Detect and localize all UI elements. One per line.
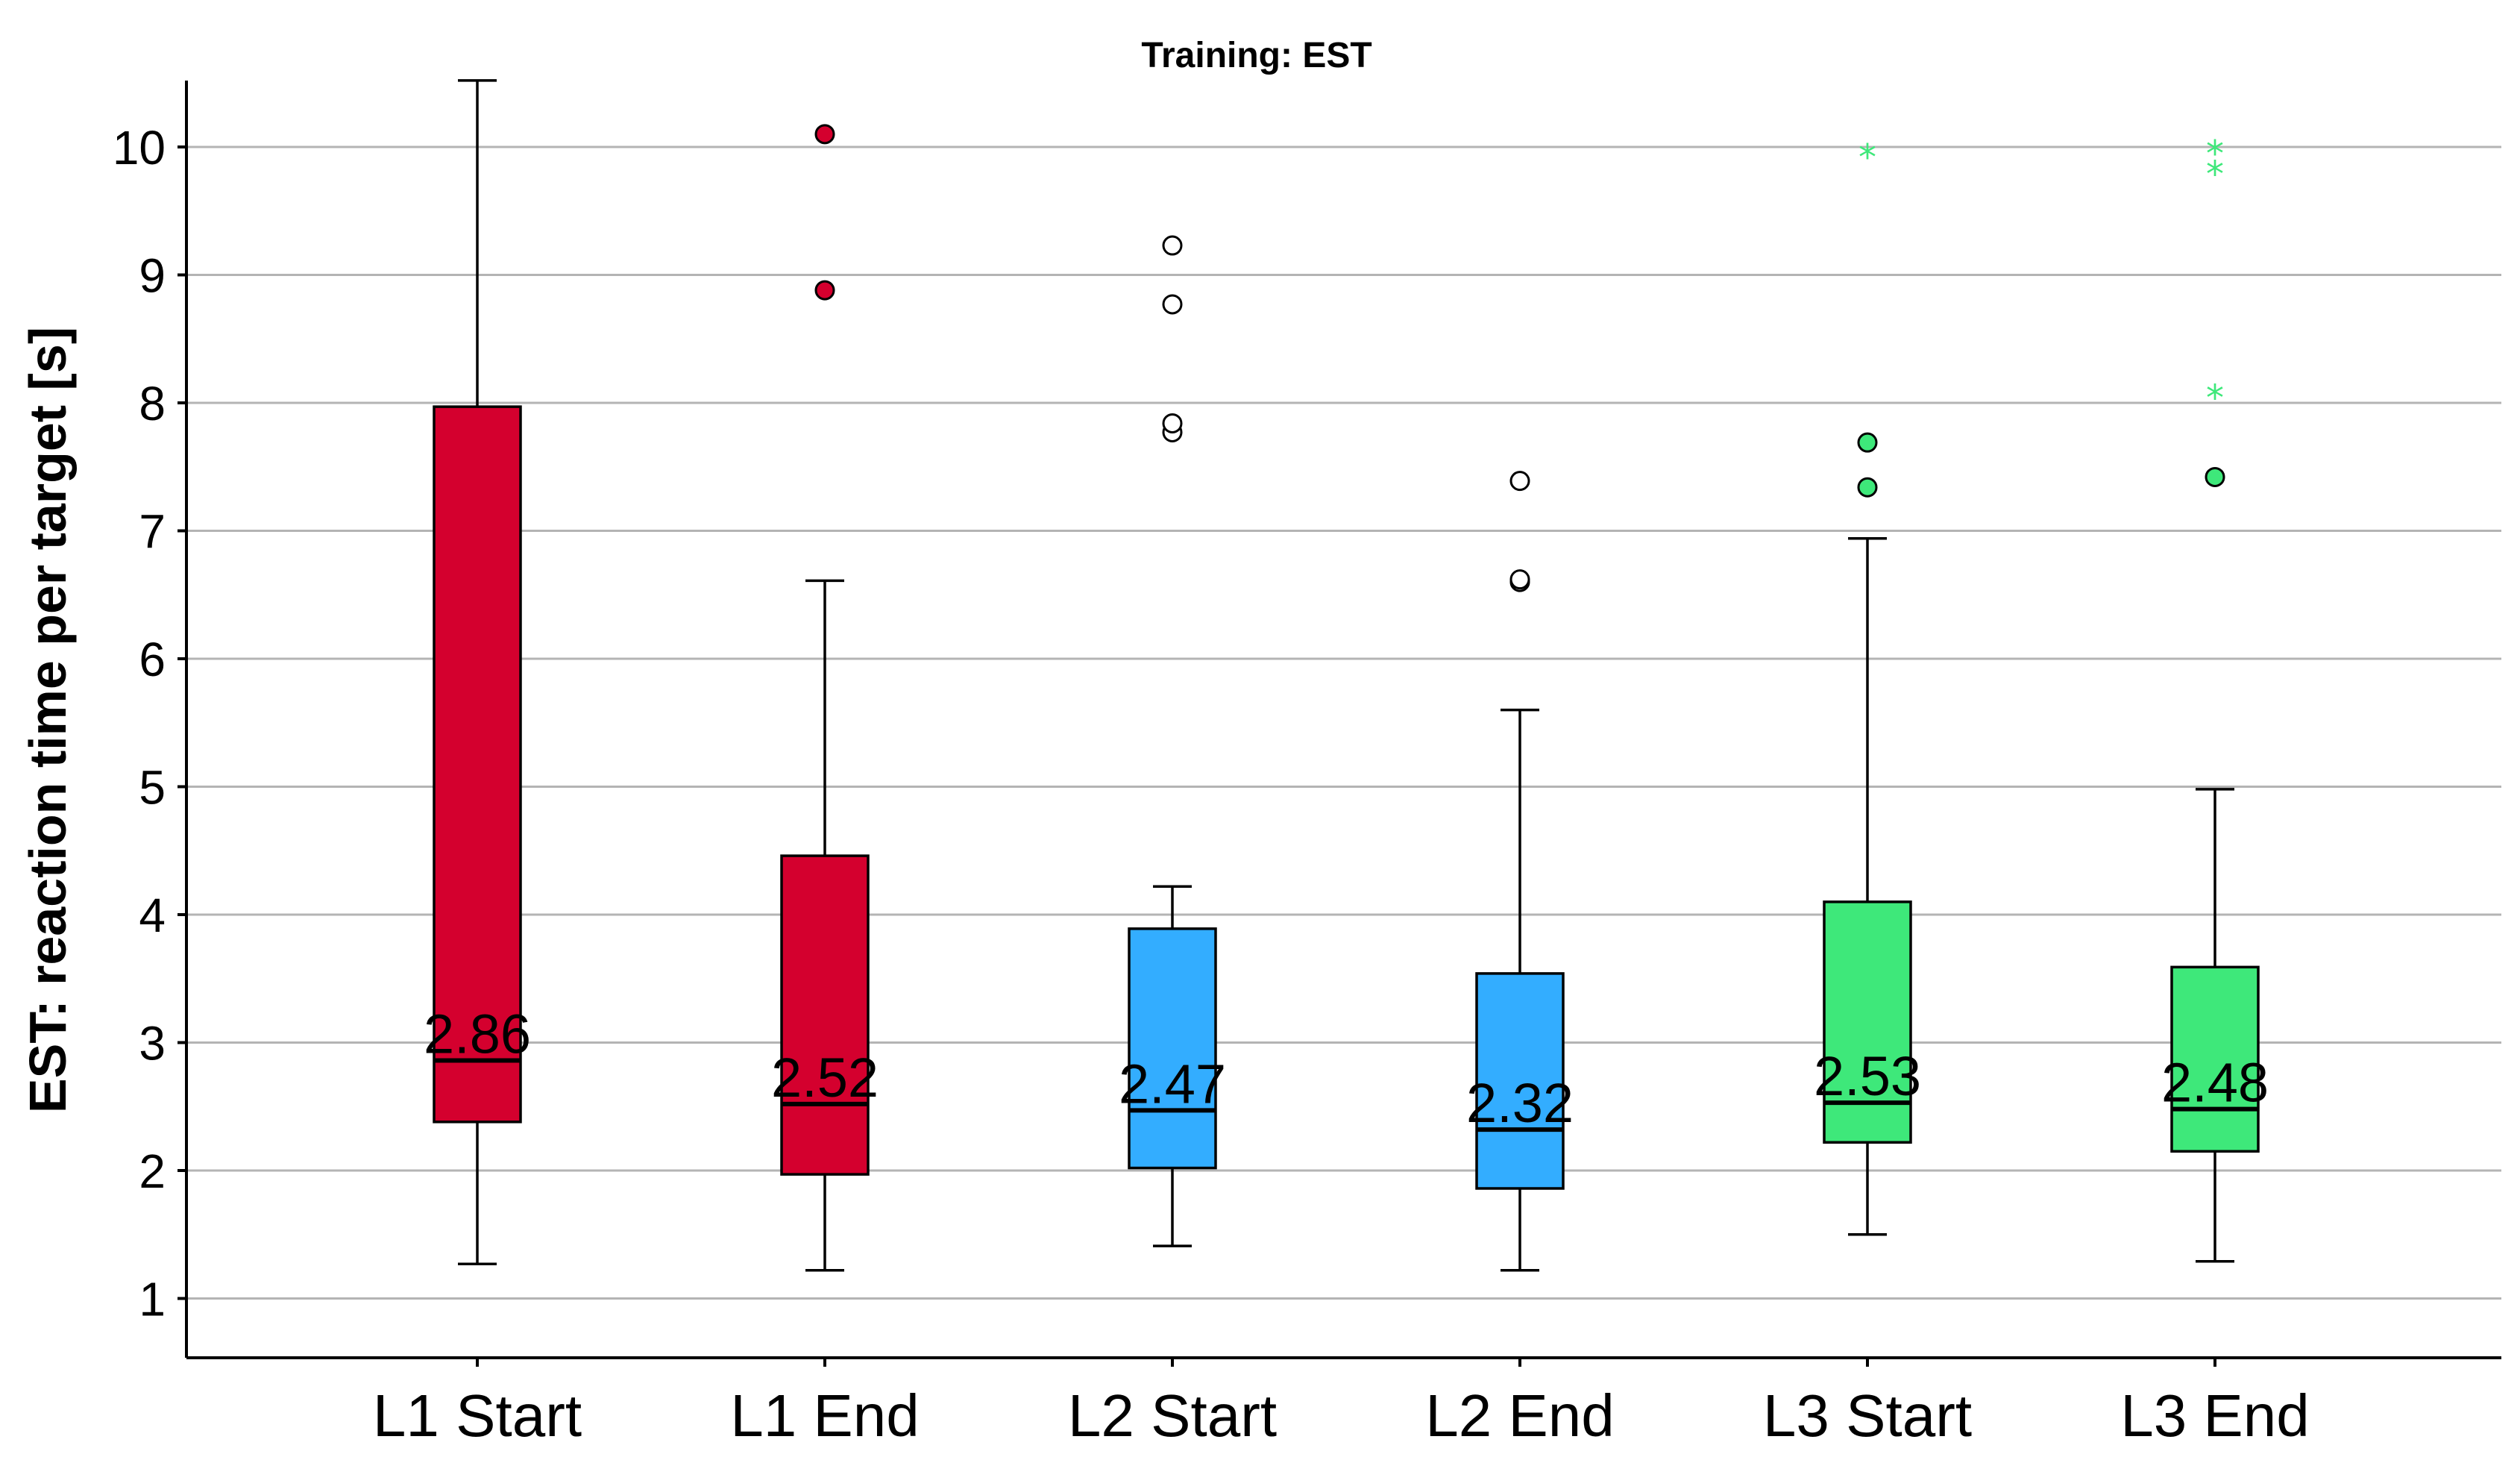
iqr-box [1475, 972, 1565, 1190]
y-tick-label-10: 10 [113, 121, 166, 175]
median-value-label: 2.32 [1466, 1072, 1574, 1134]
median-value-label: 2.47 [1119, 1053, 1226, 1115]
chart-title: Training: EST [1141, 36, 1371, 75]
x-tick-label-2: L1 End [730, 1382, 920, 1449]
outlier-point [2205, 466, 2225, 487]
outlier-point [814, 280, 835, 301]
y-tick-label-2: 2 [139, 1144, 166, 1198]
gridlines [186, 145, 2501, 1300]
iqr-box [1128, 927, 1217, 1170]
outlier-point [814, 124, 835, 145]
iqr-box [433, 405, 522, 1124]
y-tick-label-8: 8 [139, 377, 166, 430]
y-tick-label-1: 1 [139, 1273, 166, 1326]
outlier-point [1857, 477, 1878, 498]
x-tick-label-4: L2 End [1425, 1382, 1615, 1449]
extreme-point: * [2206, 377, 2224, 419]
box-group-4: 2.32 [1466, 471, 1574, 1272]
y-tick-labels: 1 2 3 4 5 6 7 8 9 10 [113, 121, 186, 1326]
y-tick-label-7: 7 [139, 505, 166, 559]
outlier-point [1162, 235, 1183, 256]
boxes: 2.862.52 2.47 2.32 2.53*2.48*** [424, 79, 2269, 1272]
y-tick-label-5: 5 [139, 761, 166, 815]
y-tick-label-6: 6 [139, 633, 166, 686]
box-group-2: 2.52 [771, 124, 879, 1272]
axes [185, 81, 2501, 1359]
median-value-label: 2.53 [1814, 1045, 1921, 1107]
extreme-point: * [1858, 137, 1876, 179]
median-value-label: 2.86 [424, 1003, 531, 1065]
y-tick-label-3: 3 [139, 1017, 166, 1071]
box-group-6: 2.48*** [2161, 133, 2269, 1263]
iqr-box [780, 854, 870, 1176]
box-group-5: 2.53 * [1814, 137, 1921, 1236]
outlier-point [1509, 471, 1530, 492]
outlier-point [1162, 413, 1183, 433]
outlier-point [1857, 432, 1878, 453]
x-tick-label-5: L3 Start [1763, 1382, 1972, 1449]
x-tick-label-1: L1 Start [373, 1382, 582, 1449]
x-tick-label-6: L3 End [2120, 1382, 2310, 1449]
y-tick-label-9: 9 [139, 249, 166, 303]
extreme-point: * [2206, 133, 2224, 175]
x-tick-labels: L1 Start L1 End L2 Start L2 End L3 Start L3 E… [373, 1358, 2310, 1449]
iqr-box [2170, 965, 2260, 1153]
y-tick-label-4: 4 [139, 889, 166, 942]
box-group-1: 2.86 [424, 79, 531, 1265]
x-tick-label-3: L2 Start [1068, 1382, 1277, 1449]
outlier-point [1509, 569, 1530, 590]
outlier-point [1162, 294, 1183, 315]
y-axis-label: EST: reaction time per target [s] [19, 327, 77, 1113]
box-group-3: 2.47 [1119, 235, 1226, 1247]
extreme-point: * [2206, 154, 2224, 195]
median-value-label: 2.52 [771, 1047, 879, 1109]
median-value-label: 2.48 [2161, 1052, 2269, 1114]
